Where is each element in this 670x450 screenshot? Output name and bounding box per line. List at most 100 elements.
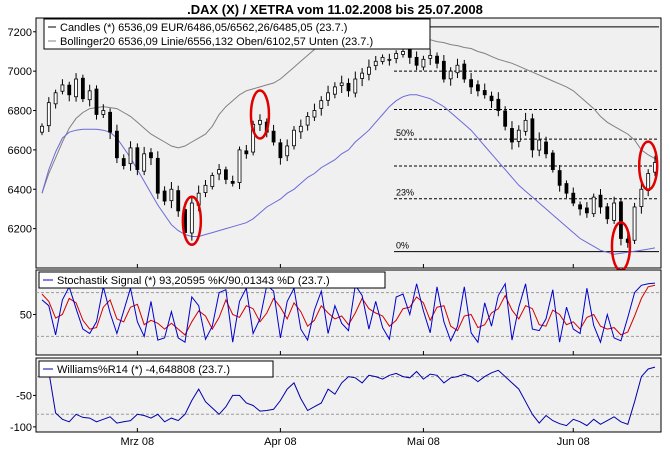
y-tick-label: 50 <box>20 310 32 322</box>
chart-title: .DAX (X) / XETRA vom 11.02.2008 bis 25.0… <box>187 2 483 17</box>
candle-body <box>305 116 310 126</box>
candle-body <box>74 78 78 98</box>
stoch-legend-box <box>38 271 386 289</box>
candle-body <box>258 119 262 125</box>
candle-body <box>210 175 215 187</box>
candle-body <box>203 184 208 194</box>
candle-body <box>407 49 412 58</box>
candle-body <box>632 206 637 241</box>
candle-body <box>476 84 480 92</box>
candle-body <box>101 110 106 115</box>
candle-body <box>360 72 365 79</box>
bollinger-lower-line <box>41 94 656 255</box>
williams-line <box>41 366 656 427</box>
y-tick-label: -100 <box>10 422 32 434</box>
candle-body <box>530 118 535 151</box>
x-tick-label: Mrz 08 <box>121 436 155 448</box>
candle-body <box>435 55 439 64</box>
williams-legend-label: Williams%R14 (*) -4,648808 (23.7.) <box>57 364 230 376</box>
y-tick-label: 6400 <box>8 184 32 196</box>
candle-body <box>332 86 337 95</box>
williams-legend: Williams%R14 (*) -4,648808 (23.7.) <box>38 360 274 378</box>
candle-body <box>598 194 603 208</box>
candle-body <box>278 142 283 159</box>
candle-body <box>462 63 467 80</box>
candle-body <box>94 88 99 115</box>
main-legend-box <box>43 18 431 50</box>
candle-body <box>60 84 65 92</box>
candle-body <box>503 110 508 127</box>
candle-body <box>251 123 256 153</box>
candle-body <box>46 102 51 127</box>
candle-body <box>469 79 474 88</box>
candle-body <box>339 82 344 86</box>
stoch-k-line <box>41 282 656 344</box>
stoch-legend: Stochastik Signal (*) 93,20595 %K/90,013… <box>38 271 386 289</box>
candle-body <box>271 130 276 143</box>
y-tick-label: 6600 <box>8 145 32 157</box>
candle-body <box>516 129 521 142</box>
candle-body <box>482 90 487 96</box>
fib-level-label: 0% <box>396 241 409 251</box>
candle-body <box>380 56 385 62</box>
williams-legend-box <box>38 360 274 378</box>
candle-body <box>441 60 446 80</box>
candle-body <box>646 173 651 192</box>
candle-body <box>414 56 419 66</box>
candle-body <box>605 206 610 220</box>
candle-body <box>312 110 317 118</box>
candlestick-panel: 0% 23% 50% 6200 6400 6600 6800 7000 7200 <box>8 17 662 272</box>
bollinger-legend-label: Bollinger20 6536,09 Linie/6556,132 Oben/… <box>60 36 373 48</box>
candle-body <box>578 204 582 210</box>
fib-level-label: 50% <box>396 128 414 138</box>
candle-body <box>591 196 596 215</box>
candles-legend-label: Candles (*) 6536,09 EUR/6486,05/6562,26/… <box>60 22 347 34</box>
candle-body <box>571 192 576 204</box>
candle-body <box>40 125 44 133</box>
candle-body <box>373 60 378 67</box>
x-tick-label: Mai 08 <box>407 436 440 448</box>
highlight-ellipse <box>181 195 203 247</box>
candle-body <box>550 152 555 170</box>
candle-body <box>292 129 296 147</box>
candle-body <box>326 92 330 101</box>
candle-body <box>537 139 542 151</box>
stoch-legend-label: Stochastik Signal (*) 93,20595 %K/90,013… <box>57 275 330 287</box>
candle-body <box>162 190 167 202</box>
candle-body <box>639 188 644 207</box>
candle-body <box>230 180 235 184</box>
candle-body <box>121 158 126 167</box>
candle-body <box>367 66 371 75</box>
candle-body <box>176 190 181 212</box>
candle-body <box>612 202 617 221</box>
candle-body <box>584 207 589 214</box>
candle-body <box>298 125 303 133</box>
candle-body <box>244 150 249 155</box>
main-plot-area <box>35 17 662 269</box>
candle-body <box>53 92 58 105</box>
highlight-ellipse <box>637 140 659 191</box>
candle-body <box>401 51 405 55</box>
candle-body <box>557 170 562 186</box>
candle-body <box>115 130 119 159</box>
candle-body <box>67 84 72 96</box>
candle-body <box>544 141 548 155</box>
candle-body <box>523 119 528 132</box>
candle-body <box>128 147 133 165</box>
x-tick-label: Jun 08 <box>557 436 590 448</box>
candle-body <box>353 78 358 94</box>
candle-body <box>421 58 426 68</box>
candle-body <box>387 58 392 61</box>
candle-body <box>564 183 569 194</box>
y-tick-label: 7200 <box>8 27 32 39</box>
x-tick-label: Apr 08 <box>264 436 296 448</box>
y-tick-label: 6800 <box>8 106 32 118</box>
candle-body <box>448 70 453 80</box>
candle-body <box>87 90 92 101</box>
candle-body <box>285 145 290 157</box>
fib-level-label: 23% <box>396 188 414 198</box>
candle-body <box>237 149 242 183</box>
candle-body <box>189 202 194 234</box>
